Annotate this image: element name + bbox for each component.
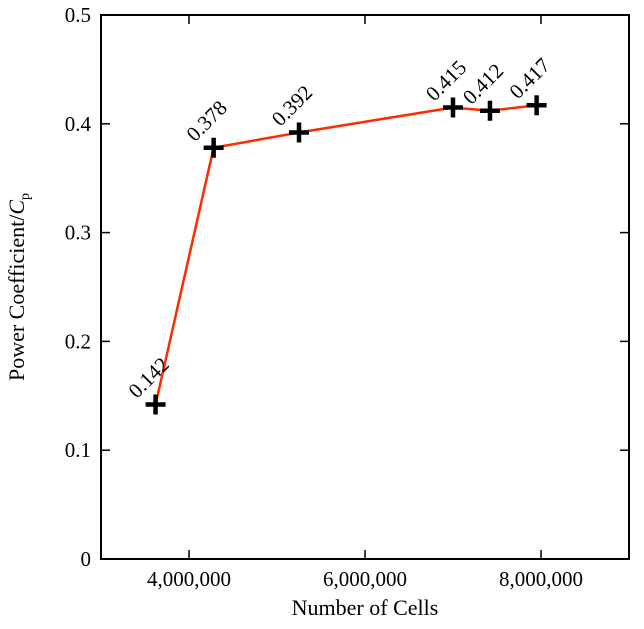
x-tick-label: 6,000,000 xyxy=(323,567,407,591)
y-axis-title: Power Coefficient/Cp xyxy=(4,193,33,381)
y-tick-label: 0.1 xyxy=(65,438,91,462)
x-axis-title: Number of Cells xyxy=(292,595,439,620)
data-point-marker xyxy=(289,122,309,143)
data-label: 0.417 xyxy=(504,53,554,103)
data-point-marker xyxy=(443,97,463,118)
y-axis-title-main: Power Coefficient/ xyxy=(4,214,29,381)
data-label: 0.378 xyxy=(181,96,231,146)
data-label: 0.412 xyxy=(458,59,508,109)
data-point-marker xyxy=(145,394,166,415)
y-tick-label: 0.3 xyxy=(65,221,91,245)
data-point-marker xyxy=(526,95,547,116)
y-tick-label: 0.4 xyxy=(65,112,92,136)
data-label: 0.392 xyxy=(267,80,317,130)
plot-frame xyxy=(100,14,630,560)
data-point-marker xyxy=(203,137,224,158)
y-axis-title-subscript: p xyxy=(18,193,33,200)
y-tick-label: 0 xyxy=(81,547,92,571)
x-tick-label: 4,000,000 xyxy=(147,567,231,591)
series-group xyxy=(145,95,547,415)
y-axis-title-symbol: C xyxy=(4,200,29,215)
axis-ticks: 4,000,000 6,000,000 8,000,000 0 0.1 0.2 0.3 0.4… xyxy=(65,3,629,591)
y-tick-label: 0.5 xyxy=(65,3,91,27)
x-tick-label: 8,000,000 xyxy=(499,567,583,591)
data-point-marker xyxy=(479,100,500,121)
y-tick-label: 0.2 xyxy=(65,329,91,353)
